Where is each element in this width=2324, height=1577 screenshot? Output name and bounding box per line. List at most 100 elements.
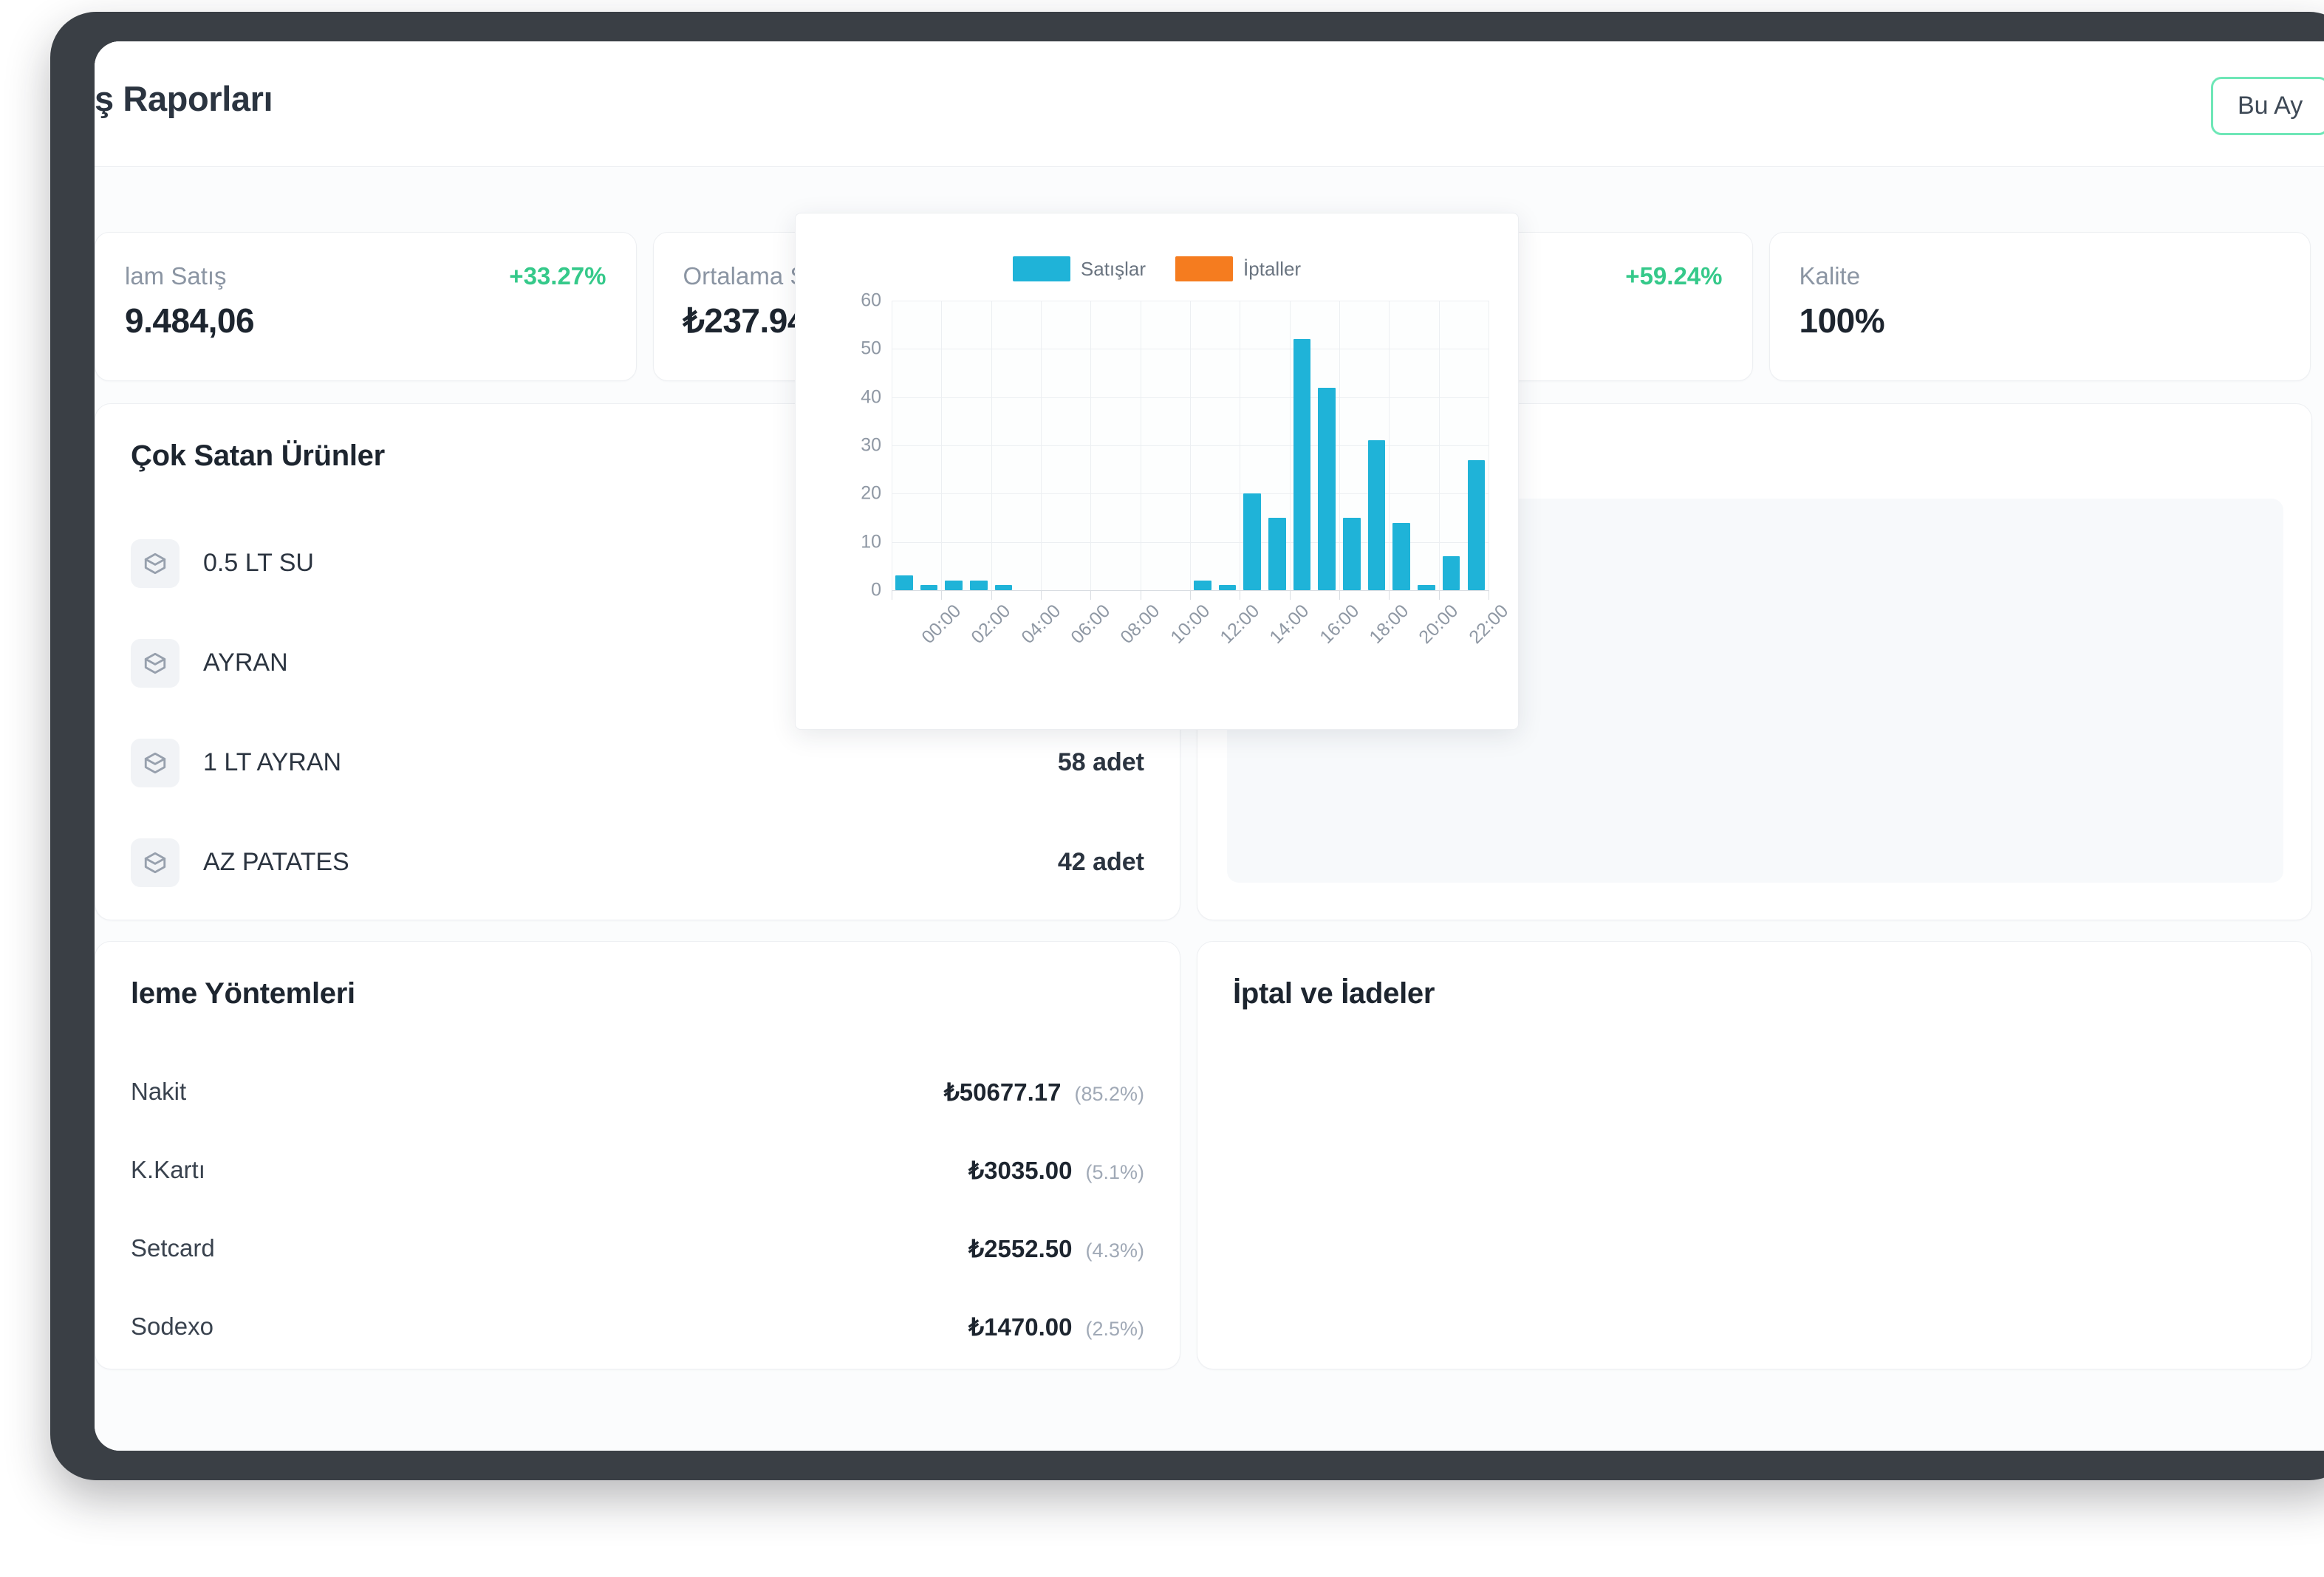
chart-bar-group[interactable] <box>1314 301 1339 590</box>
chart-y-tick-label: 30 <box>861 434 881 456</box>
payment-row: Nakit ₺50677.17 (85.2%) <box>131 1053 1144 1131</box>
chart-y-tick-label: 0 <box>871 579 881 601</box>
payment-row: Setcard ₺2552.50 (4.3%) <box>131 1209 1144 1287</box>
chart-bar[interactable] <box>1367 440 1386 590</box>
payment-values: ₺2552.50 (4.3%) <box>968 1234 1144 1263</box>
product-name: AZ PATATES <box>203 848 349 876</box>
chart-bar-group[interactable] <box>1389 301 1414 590</box>
chart-y-axis: 0 10 20 30 40 50 60 <box>846 290 889 601</box>
chart-bar-group[interactable] <box>1115 301 1141 590</box>
chart-bar-group[interactable] <box>1090 301 1115 590</box>
chart-legend-item[interactable]: Satışlar <box>1012 256 1146 281</box>
product-quantity: 42 adet <box>1057 848 1144 876</box>
chart-y-tick-label: 10 <box>861 531 881 553</box>
hourly-sales-chart-overlay: Satışlar İptaller 0 10 20 30 40 50 60 00:00 02:0… <box>795 213 1519 730</box>
product-quantity: 58 adet <box>1057 748 1144 776</box>
period-filter-button[interactable]: Bu Ay <box>2211 77 2324 135</box>
chart-bar-group[interactable] <box>1290 301 1315 590</box>
kpi-value: ₺237.94 <box>683 301 807 340</box>
chart-bar[interactable] <box>1467 459 1486 590</box>
box-icon <box>131 538 180 588</box>
legend-color-swatch <box>1175 256 1234 281</box>
chart-bar-group[interactable] <box>1240 301 1265 590</box>
chart-bar[interactable] <box>1218 585 1237 590</box>
chart-gridline <box>1339 301 1340 590</box>
chart-x-tick-label: 18:00 <box>1365 601 1413 649</box>
chart-bar[interactable] <box>945 580 963 590</box>
chart-bar[interactable] <box>1268 518 1286 590</box>
chart-bar-group[interactable] <box>991 301 1016 590</box>
chart-bar-group[interactable] <box>1215 301 1240 590</box>
chart-bar[interactable] <box>970 580 988 590</box>
chart-bar[interactable] <box>1318 387 1336 590</box>
chart-bar[interactable] <box>1418 585 1435 590</box>
chart-bar-group[interactable] <box>966 301 991 590</box>
payment-methods-list: Nakit ₺50677.17 (85.2%) K.Kartı ₺3035.00 (5.1… <box>131 1053 1144 1366</box>
kpi-value: 100% <box>1799 301 1885 340</box>
chart-bar[interactable] <box>1442 556 1460 590</box>
app-viewport: ş Raporları Bu Ay lam Satış +33.27% 9.484,… <box>95 41 2324 1451</box>
kpi-label: Kalite <box>1799 262 1861 290</box>
kpi-card: lam Satış +33.27% 9.484,06 <box>95 232 637 381</box>
payment-method-name: Setcard <box>131 1234 215 1262</box>
chart-bar-group[interactable] <box>892 301 917 590</box>
cancellations-title: İptal ve İadeler <box>1233 977 1435 1010</box>
chart-x-tick-label: 04:00 <box>1016 601 1064 649</box>
chart-bar[interactable] <box>895 575 913 590</box>
box-icon <box>131 738 180 787</box>
chart-bar-group[interactable] <box>1439 301 1464 590</box>
device-frame: ş Raporları Bu Ay lam Satış +33.27% 9.484,… <box>50 12 2324 1480</box>
payment-method-name: Sodexo <box>131 1313 213 1340</box>
chart-bar[interactable] <box>1392 522 1411 590</box>
app-header: ş Raporları Bu Ay <box>95 41 2324 167</box>
product-name: AYRAN <box>203 649 288 677</box>
chart-x-tick-mark <box>941 590 943 600</box>
chart-bar-group[interactable] <box>1190 301 1215 590</box>
payment-values: ₺50677.17 (85.2%) <box>944 1078 1144 1106</box>
chart-bar-group[interactable] <box>1165 301 1190 590</box>
chart-bar[interactable] <box>1293 339 1311 590</box>
chart-bar-group[interactable] <box>1041 301 1066 590</box>
payment-row: K.Kartı ₺3035.00 (5.1%) <box>131 1131 1144 1209</box>
payment-row: Sodexo ₺1470.00 (2.5%) <box>131 1287 1144 1366</box>
chart-bar-group[interactable] <box>1339 301 1364 590</box>
chart-bars <box>892 301 1489 590</box>
payment-method-name: Nakit <box>131 1078 187 1105</box>
chart-legend: Satışlar İptaller <box>796 256 1518 281</box>
payment-methods-panel: leme Yöntemleri Nakit ₺50677.17 (85.2%) K.K… <box>95 941 1180 1369</box>
payment-methods-title: leme Yöntemleri <box>131 977 355 1010</box>
chart-bar-group[interactable] <box>1141 301 1166 590</box>
chart-x-tick-label: 08:00 <box>1116 601 1164 649</box>
chart-bar-group[interactable] <box>1463 301 1489 590</box>
chart-gridline <box>1041 301 1042 590</box>
chart-x-tick-marks <box>892 590 1489 601</box>
chart-bar[interactable] <box>920 585 938 590</box>
legend-color-swatch <box>1012 256 1070 281</box>
chart-x-tick-label: 02:00 <box>967 601 1015 649</box>
chart-bar[interactable] <box>994 585 1013 590</box>
chart-bar[interactable] <box>1343 518 1361 590</box>
chart-bar[interactable] <box>1194 580 1211 590</box>
device-screen: ş Raporları Bu Ay lam Satış +33.27% 9.484,… <box>95 41 2324 1451</box>
kpi-label: lam Satış <box>125 262 227 290</box>
product-row: 1 LT AYRAN 58 adet <box>131 713 1144 813</box>
chart-bar-group[interactable] <box>917 301 942 590</box>
chart-bar-group[interactable] <box>1265 301 1290 590</box>
chart-x-tick-label: 22:00 <box>1464 601 1512 649</box>
chart-bar[interactable] <box>1243 493 1262 590</box>
payment-percentage: (5.1%) <box>1085 1160 1144 1183</box>
chart-x-tick-mark <box>1090 590 1092 600</box>
chart-legend-item[interactable]: İptaller <box>1175 256 1301 281</box>
chart-y-tick-label: 40 <box>861 386 881 408</box>
chart-plot-area: 0 10 20 30 40 50 60 00:00 02:00 04:00 06:00 08:00 1… <box>846 290 1512 649</box>
payment-percentage: (2.5%) <box>1085 1317 1144 1340</box>
chart-bar-group[interactable] <box>1364 301 1390 590</box>
chart-bar-group[interactable] <box>1016 301 1041 590</box>
payment-percentage: (85.2%) <box>1074 1082 1144 1105</box>
top-products-title: Çok Satan Ürünler <box>131 439 385 472</box>
chart-bar-group[interactable] <box>1066 301 1091 590</box>
payment-amount: ₺3035.00 <box>968 1156 1073 1184</box>
chart-x-tick-mark <box>991 590 992 600</box>
chart-bar-group[interactable] <box>941 301 966 590</box>
chart-bar-group[interactable] <box>1414 301 1439 590</box>
